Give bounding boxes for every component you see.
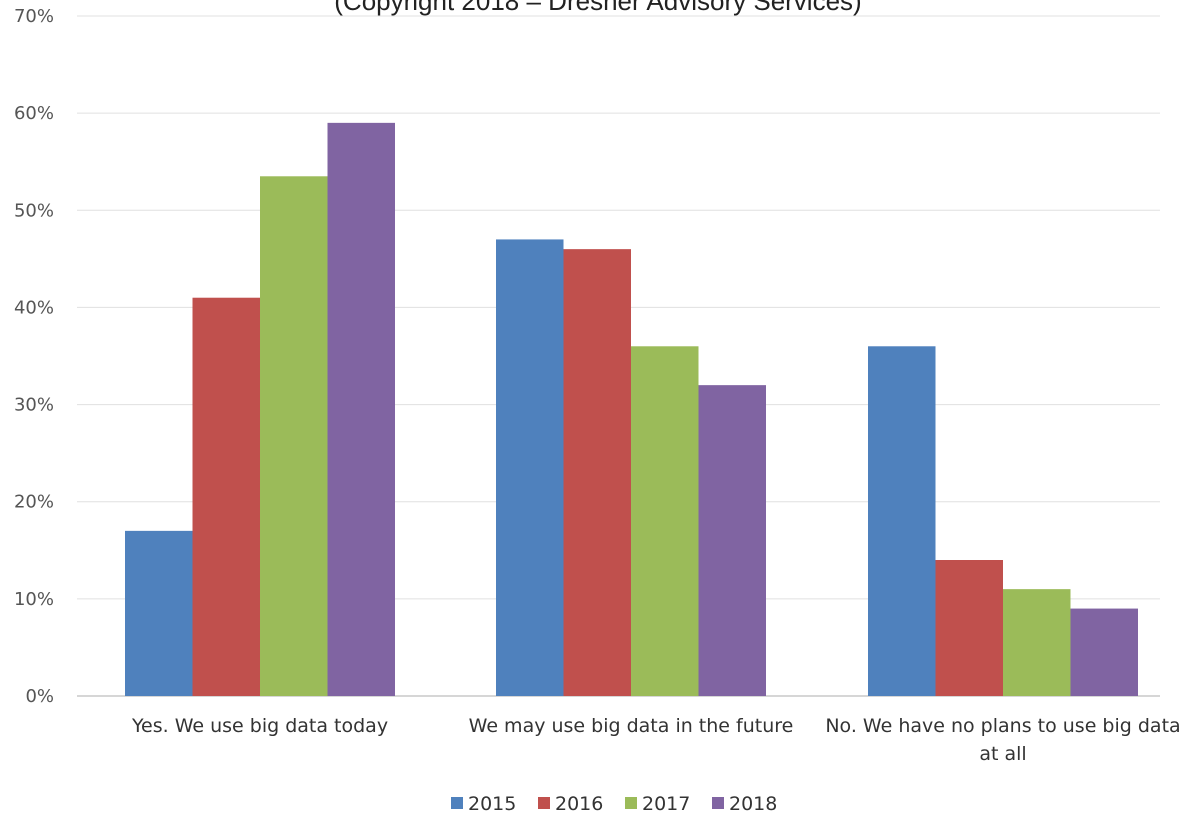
bar-2017-cat2: [631, 346, 699, 696]
bar-2018-cat2: [698, 385, 766, 696]
chart-title: (Copyright 2018 – Dresner Advisory Servi…: [334, 0, 861, 16]
category-label: Yes. We use big data today: [131, 715, 388, 737]
bar-2015-cat3: [868, 346, 936, 696]
x-axis-categories: Yes. We use big data today We may use big…: [131, 715, 1181, 765]
bar-2015-cat2: [496, 239, 564, 696]
y-tick-label: 10%: [14, 589, 54, 610]
y-tick-label: 60%: [14, 103, 54, 124]
bar-2016-cat1: [192, 297, 260, 696]
y-axis-ticks: 0% 10% 20% 30% 40% 50% 60% 70%: [14, 6, 54, 707]
bar-2016-cat3: [935, 560, 1003, 696]
bars: [125, 122, 1138, 697]
legend: 2015 2016 2017 2018: [451, 793, 777, 815]
y-tick-label: 0%: [25, 686, 54, 707]
legend-swatch-2017: [625, 797, 637, 809]
y-tick-label: 50%: [14, 200, 54, 221]
y-tick-label: 20%: [14, 492, 54, 513]
legend-swatch-2015: [451, 797, 463, 809]
y-tick-label: 70%: [14, 6, 54, 27]
y-tick-label: 40%: [14, 297, 54, 318]
legend-swatch-2016: [538, 797, 550, 809]
legend-label-2018: 2018: [729, 793, 777, 815]
legend-swatch-2018: [712, 797, 724, 809]
legend-label-2017: 2017: [642, 793, 690, 815]
category-label: at all: [979, 743, 1026, 765]
bar-2018-cat1: [327, 122, 395, 697]
bar-2018-cat3: [1070, 608, 1138, 696]
bar-2017-cat3: [1003, 589, 1071, 696]
bar-2017-cat1: [260, 176, 328, 697]
category-label: We may use big data in the future: [469, 715, 794, 737]
bar-2015-cat1: [125, 530, 193, 696]
legend-label-2016: 2016: [555, 793, 603, 815]
bar-2016-cat2: [563, 249, 631, 696]
legend-label-2015: 2015: [468, 793, 516, 815]
category-label: No. We have no plans to use big data: [825, 715, 1180, 737]
y-tick-label: 30%: [14, 395, 54, 416]
